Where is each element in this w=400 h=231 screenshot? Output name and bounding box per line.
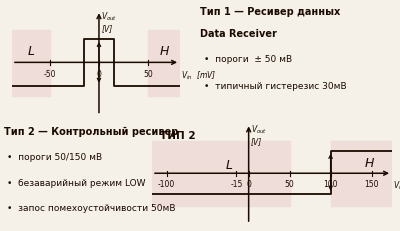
Text: $V_{out}$
[V]: $V_{out}$ [V] [102,10,118,33]
Text: 0: 0 [96,70,102,79]
Text: -15: -15 [230,180,242,189]
Bar [152,141,290,206]
Text: •  пороги  ± 50 мВ: • пороги ± 50 мВ [204,55,292,64]
Text: ТИП 2: ТИП 2 [160,131,196,140]
Text: •  безаварийный режим LOW: • безаварийный режим LOW [7,179,146,188]
Text: H: H [365,157,374,170]
Text: -100: -100 [158,180,175,189]
Text: •  типичный гистерезис 30мВ: • типичный гистерезис 30мВ [204,82,346,91]
Text: •  запос помехоустойчивости 50мВ: • запос помехоустойчивости 50мВ [7,204,176,213]
Text: 150: 150 [364,180,379,189]
Text: -50: -50 [43,70,56,79]
Bar [12,30,50,96]
Text: Тип 2 — Контрольный ресивер: Тип 2 — Контрольный ресивер [4,127,178,137]
Text: 100: 100 [323,180,338,189]
Text: Data Receiver: Data Receiver [200,29,277,39]
Text: 0: 0 [246,180,251,189]
Text: •  пороги 50/150 мВ: • пороги 50/150 мВ [7,153,102,162]
Bar [330,141,392,206]
Text: $V_{out}$
[V]: $V_{out}$ [V] [251,123,267,146]
Text: L: L [226,159,232,172]
Text: L: L [27,45,34,58]
Text: H: H [160,45,169,58]
Bar [148,30,180,96]
Text: $V_{in}$  [mV]: $V_{in}$ [mV] [181,69,216,82]
Text: Тип 1 — Ресивер данных: Тип 1 — Ресивер данных [200,7,340,17]
Text: 50: 50 [285,180,294,189]
Text: $V_{in}$  [mV]: $V_{in}$ [mV] [393,180,400,192]
Text: 50: 50 [144,70,153,79]
